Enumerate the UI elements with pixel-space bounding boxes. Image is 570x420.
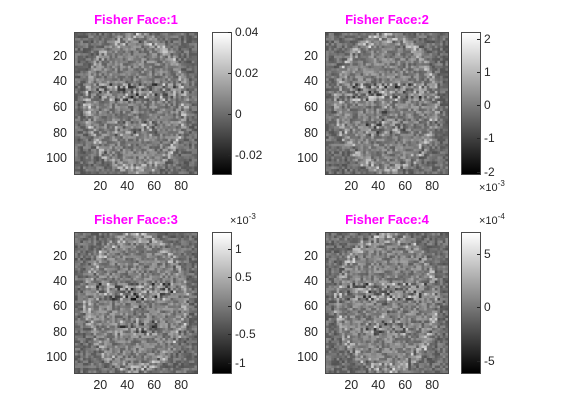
y-tick-label: 40 (53, 74, 67, 89)
x-tick-label: 60 (147, 179, 162, 193)
y-tick-label: 40 (53, 274, 67, 289)
y-tick-label: 60 (53, 99, 67, 114)
colorbar-tick-label: -5 (484, 354, 495, 369)
colorbar-tick-mark (477, 171, 480, 173)
face-image-svg (75, 233, 197, 373)
colorbar-tick-label: 5 (484, 246, 491, 261)
y-tick-label: 80 (304, 324, 318, 339)
colorbar-tick-mark (228, 334, 231, 336)
face-pixels (326, 33, 448, 174)
colorbar-tick-mark (228, 72, 231, 74)
face-pixels (75, 33, 197, 174)
colorbar-multiplier: ×10-4 (479, 212, 505, 227)
colorbar-tick-mark (477, 138, 480, 140)
face-pixels (326, 233, 448, 373)
colorbar-tick-label: -1 (484, 131, 495, 146)
x-tick-label: 60 (398, 378, 413, 392)
face-image-svg (326, 233, 448, 373)
colorbar (461, 32, 481, 175)
colorbar-tick-mark (477, 38, 480, 40)
x-tick-label: 20 (93, 179, 108, 193)
colorbar-tick-mark (228, 277, 231, 279)
x-tick-label: 80 (174, 179, 189, 193)
colorbar-tick-label: -1 (235, 355, 246, 370)
y-tick-label: 60 (304, 299, 318, 314)
y-tick-label: 20 (53, 248, 67, 263)
colorbar-tick-label: -0.02 (235, 147, 263, 162)
colorbar-tick-mark (477, 361, 480, 363)
colorbar-multiplier-exponent: -3 (248, 212, 256, 221)
x-tick-label: 20 (344, 179, 359, 193)
colorbar-tick-mark (477, 307, 480, 309)
x-tick-label: 60 (398, 179, 413, 193)
colorbar-tick-mark (477, 71, 480, 73)
y-tick-label: 20 (304, 248, 318, 263)
colorbar (212, 232, 232, 374)
x-tick-label: 40 (120, 179, 135, 193)
colorbar-tick-label: 0 (484, 300, 491, 315)
colorbar-multiplier-exponent: -4 (497, 212, 505, 221)
colorbar-tick-label: 2 (484, 31, 491, 46)
y-tick-label: 100 (46, 151, 67, 166)
colorbar-tick-mark (228, 32, 231, 33)
colorbar-tick-label: 0.02 (235, 65, 259, 80)
face-image (74, 232, 198, 374)
colorbar-multiplier-base: ×10 (230, 215, 249, 227)
face-image (325, 232, 449, 374)
colorbar-multiplier-base: ×10 (479, 215, 498, 227)
colorbar-tick-mark (228, 154, 231, 156)
colorbar-tick-label: 1 (235, 242, 242, 257)
y-tick-label: 60 (304, 99, 318, 114)
colorbar-tick-mark (477, 105, 480, 107)
colorbar-tick-label: -0.5 (235, 327, 256, 342)
colorbar-tick-mark (228, 362, 231, 364)
face-image (325, 32, 449, 175)
colorbar-multiplier-base: ×10 (479, 182, 498, 194)
colorbar-tick-label: 1 (484, 64, 491, 79)
panel-title: Fisher Face:4 (345, 212, 429, 227)
y-tick-label: 20 (304, 48, 318, 63)
x-tick-label: 80 (425, 378, 440, 392)
colorbar-multiplier-exponent: -3 (497, 179, 505, 188)
colorbar-tick-label: -2 (484, 164, 495, 179)
y-tick-label: 100 (297, 151, 318, 166)
face-pixels (75, 233, 197, 373)
y-tick-label: 80 (53, 324, 67, 339)
colorbar (461, 232, 481, 374)
x-tick-label: 40 (120, 378, 135, 392)
face-image (74, 32, 198, 175)
colorbar-tick-mark (228, 249, 231, 251)
face-image-svg (75, 33, 197, 174)
colorbar-tick-label: 0 (235, 298, 242, 313)
x-tick-label: 20 (93, 378, 108, 392)
colorbar-tick-label: 0 (235, 106, 242, 121)
colorbar-tick-label: 0.5 (235, 270, 252, 285)
colorbar-tick-mark (228, 305, 231, 307)
y-tick-label: 100 (297, 350, 318, 365)
colorbar-tick-mark (477, 253, 480, 255)
colorbar-tick-label: 0 (484, 98, 491, 113)
panel-title: Fisher Face:2 (345, 12, 429, 27)
y-tick-label: 40 (304, 74, 318, 89)
panel-title: Fisher Face:3 (94, 212, 178, 227)
x-tick-label: 40 (371, 378, 386, 392)
colorbar-tick-label: 0.04 (235, 25, 259, 39)
y-tick-label: 40 (304, 274, 318, 289)
colorbar-multiplier: ×10-3 (230, 212, 256, 227)
y-tick-label: 20 (53, 48, 67, 63)
colorbar (212, 32, 232, 175)
panel-title: Fisher Face:1 (94, 12, 178, 27)
x-tick-label: 80 (425, 179, 440, 193)
x-tick-label: 60 (147, 378, 162, 392)
y-tick-label: 60 (53, 299, 67, 314)
x-tick-label: 20 (344, 378, 359, 392)
y-tick-label: 100 (46, 350, 67, 365)
colorbar-tick-mark (228, 113, 231, 115)
x-tick-label: 40 (371, 179, 386, 193)
colorbar-multiplier: ×10-3 (479, 179, 505, 194)
y-tick-label: 80 (304, 125, 318, 140)
y-tick-label: 80 (53, 125, 67, 140)
x-tick-label: 80 (174, 378, 189, 392)
face-image-svg (326, 33, 448, 174)
